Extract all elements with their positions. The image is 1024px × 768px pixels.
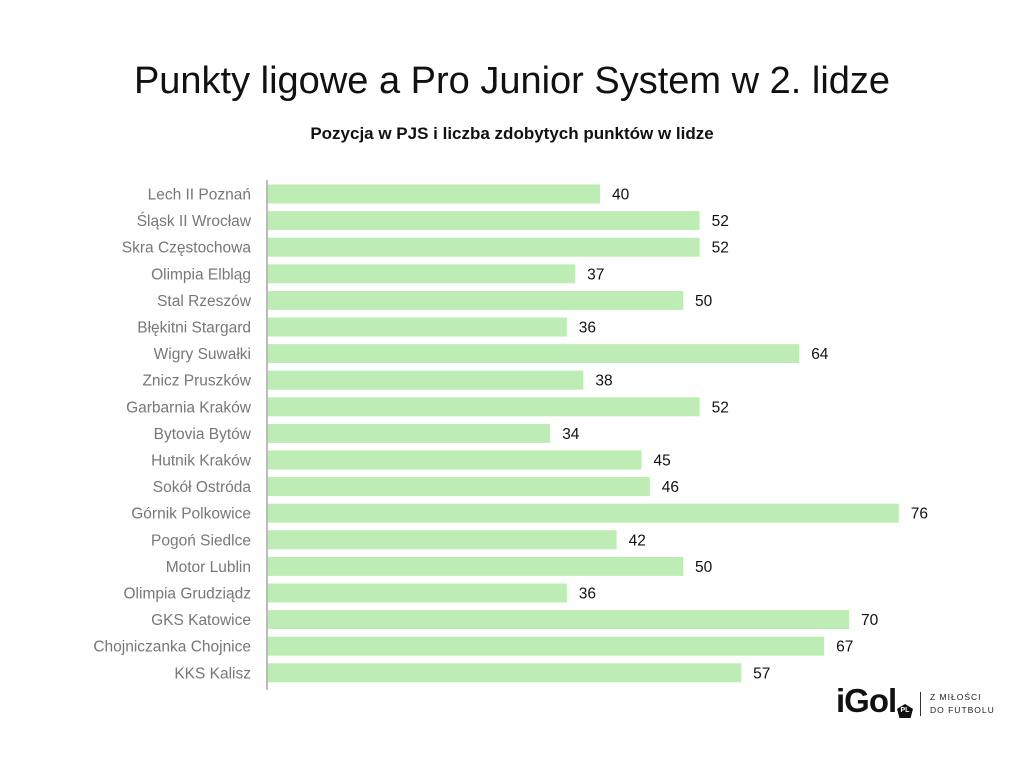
category-label: Znicz Pruszków <box>142 373 251 390</box>
category-label: Garbarnia Kraków <box>126 399 252 416</box>
logo-badge: PL <box>897 704 913 718</box>
data-label: 76 <box>911 506 928 523</box>
data-label: 36 <box>579 586 596 603</box>
bar <box>268 211 700 231</box>
category-label: Sokół Ostróda <box>153 479 252 496</box>
bar <box>268 184 600 204</box>
data-label: 52 <box>712 213 729 230</box>
category-label: Lech II Poznań <box>148 187 251 204</box>
category-label: Chojniczanka Chojnice <box>93 639 251 656</box>
tagline-line-1: Z MIŁOŚCI <box>930 692 982 702</box>
chart-title: Punkty ligowe a Pro Junior System w 2. l… <box>133 60 891 102</box>
bar <box>268 370 584 390</box>
data-label: 70 <box>861 612 879 629</box>
data-label: 50 <box>695 293 713 310</box>
category-label: Pogoń Siedlce <box>151 532 251 549</box>
data-label: 50 <box>695 559 713 576</box>
tagline-line-2: DO FUTBOLU <box>930 705 995 715</box>
data-label: 40 <box>612 187 630 204</box>
data-label: 37 <box>587 266 604 283</box>
bar <box>268 556 683 576</box>
category-label: KKS Kalisz <box>174 665 251 682</box>
logo-divider <box>920 692 921 716</box>
bar <box>268 264 576 284</box>
bar <box>268 636 825 656</box>
bar <box>268 530 617 550</box>
category-label: Stal Rzeszów <box>157 293 252 310</box>
bar <box>268 477 650 497</box>
category-label: Błękitni Stargard <box>137 320 251 337</box>
logo-tagline: Z MIŁOŚCI DO FUTBOLU <box>930 691 995 717</box>
data-label: 46 <box>662 479 679 496</box>
data-label: 42 <box>629 532 646 549</box>
bar <box>268 237 700 257</box>
bar <box>268 317 567 337</box>
data-label: 38 <box>595 373 612 390</box>
bar <box>268 344 800 364</box>
category-label: Górnik Polkowice <box>131 506 251 523</box>
data-label: 52 <box>712 399 729 416</box>
category-label: Wigry Suwałki <box>154 346 251 363</box>
chart-subtitle: Pozycja w PJS i liczba zdobytych punktów… <box>310 124 714 143</box>
category-label: GKS Katowice <box>151 612 251 629</box>
bar <box>268 610 849 630</box>
category-label: Olimpia Elbląg <box>151 266 251 283</box>
category-label: Motor Lublin <box>166 559 251 576</box>
bar <box>268 583 567 603</box>
category-label: Bytovia Bytów <box>154 426 252 443</box>
bar <box>268 663 742 683</box>
data-label: 52 <box>712 240 729 257</box>
bar <box>268 423 551 443</box>
bar <box>268 290 683 310</box>
data-label: 57 <box>753 665 770 682</box>
data-label: 67 <box>836 639 853 656</box>
bar <box>268 450 642 470</box>
category-label: Śląsk II Wrocław <box>137 212 252 230</box>
bar <box>268 503 899 523</box>
data-label: 36 <box>579 320 596 337</box>
category-label: Olimpia Grudziądz <box>124 586 252 603</box>
data-label: 45 <box>654 453 671 470</box>
bar <box>268 397 700 417</box>
data-label: 34 <box>562 426 580 443</box>
data-label: 64 <box>811 346 829 363</box>
category-label: Skra Częstochowa <box>122 240 252 257</box>
logo-brand: iGol <box>836 682 897 719</box>
category-label: Hutnik Kraków <box>151 453 252 470</box>
